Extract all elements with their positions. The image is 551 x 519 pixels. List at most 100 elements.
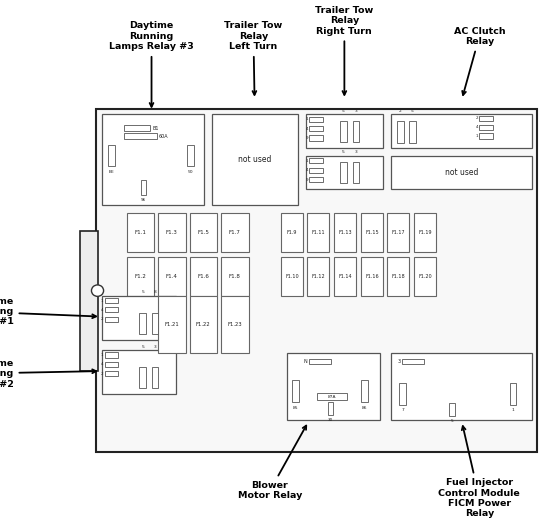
Text: 5: 5	[342, 150, 345, 154]
Text: 2: 2	[399, 108, 401, 113]
Text: F1.6: F1.6	[197, 274, 209, 279]
Bar	[152, 367, 158, 388]
Bar	[127, 213, 154, 252]
Bar	[399, 383, 406, 405]
Bar	[328, 402, 333, 415]
Bar	[221, 296, 249, 353]
Bar	[353, 162, 359, 183]
Text: 2: 2	[101, 317, 104, 321]
Text: 3: 3	[398, 359, 401, 364]
Text: F1.17: F1.17	[392, 230, 405, 235]
Bar	[409, 121, 416, 143]
Text: F1.16: F1.16	[365, 274, 379, 279]
Bar	[102, 296, 176, 340]
Text: 3: 3	[355, 108, 357, 113]
Bar	[102, 350, 176, 394]
Bar	[105, 371, 118, 376]
Text: N: N	[304, 359, 307, 364]
Text: Daytime
Running
Lamps Relay #3: Daytime Running Lamps Relay #3	[109, 21, 194, 107]
Bar	[361, 213, 383, 252]
Bar	[309, 117, 323, 122]
Bar	[80, 231, 98, 371]
Text: Blower
Motor Relay: Blower Motor Relay	[238, 426, 306, 500]
Bar	[221, 257, 249, 296]
Bar	[479, 116, 493, 121]
Text: F1.14: F1.14	[339, 274, 352, 279]
Bar	[307, 257, 329, 296]
Bar	[105, 362, 118, 367]
Text: 96: 96	[141, 198, 146, 202]
Bar	[221, 213, 249, 252]
Bar	[307, 213, 329, 252]
Bar	[317, 393, 347, 400]
Text: 86: 86	[361, 406, 367, 410]
Text: 2: 2	[101, 372, 104, 376]
Text: F1.12: F1.12	[312, 274, 325, 279]
Text: 9: 9	[305, 136, 308, 140]
Text: not used: not used	[238, 155, 272, 164]
Bar	[212, 114, 298, 205]
Text: Fuel Injector
Control Module
FICM Power
Relay: Fuel Injector Control Module FICM Power …	[439, 426, 520, 518]
Bar	[309, 126, 323, 131]
Text: 1: 1	[305, 159, 308, 163]
Bar	[309, 177, 323, 182]
Text: 4: 4	[305, 127, 308, 131]
Text: 1: 1	[512, 408, 514, 413]
Bar	[127, 257, 154, 296]
Bar	[340, 121, 347, 142]
Text: F1.3: F1.3	[166, 230, 178, 235]
Text: Daytime
Running
Lamps Relay #1: Daytime Running Lamps Relay #1	[0, 296, 96, 326]
Bar	[391, 156, 532, 189]
Text: 5: 5	[141, 345, 144, 349]
Text: 3: 3	[154, 345, 156, 349]
Bar	[292, 380, 299, 402]
Bar	[361, 257, 383, 296]
Bar	[124, 133, 157, 139]
Bar	[306, 156, 383, 189]
Bar	[387, 257, 409, 296]
Bar	[361, 380, 368, 402]
Text: F1.4: F1.4	[166, 274, 178, 279]
Bar	[391, 114, 532, 148]
Bar	[158, 296, 186, 353]
Bar	[334, 213, 356, 252]
Bar	[190, 213, 217, 252]
Text: 4: 4	[305, 168, 308, 172]
Text: F1.11: F1.11	[312, 230, 325, 235]
Bar	[309, 158, 323, 163]
Text: F1.22: F1.22	[196, 322, 210, 327]
Text: 5: 5	[141, 290, 144, 294]
Bar	[141, 180, 146, 195]
Text: F1.21: F1.21	[165, 322, 179, 327]
Text: F1.15: F1.15	[365, 230, 379, 235]
Text: F1.13: F1.13	[339, 230, 352, 235]
Bar	[397, 121, 404, 143]
Bar	[414, 257, 436, 296]
Bar	[387, 213, 409, 252]
Bar	[158, 257, 186, 296]
Text: F1.5: F1.5	[197, 230, 209, 235]
Text: F1.10: F1.10	[285, 274, 299, 279]
Text: 1: 1	[476, 134, 478, 138]
Bar	[414, 213, 436, 252]
Text: F1.20: F1.20	[419, 274, 432, 279]
Text: 7: 7	[402, 408, 404, 413]
Text: F1.23: F1.23	[228, 322, 242, 327]
Text: 1: 1	[101, 298, 104, 303]
Text: 5: 5	[410, 108, 414, 113]
Text: AC Clutch
Relay: AC Clutch Relay	[453, 26, 505, 95]
Bar	[105, 352, 118, 358]
Bar	[391, 353, 532, 420]
Text: F1.18: F1.18	[392, 274, 405, 279]
Bar	[139, 313, 146, 334]
Text: 4: 4	[476, 125, 478, 129]
Text: F1.1: F1.1	[134, 230, 147, 235]
Bar	[187, 145, 194, 166]
Bar	[281, 257, 303, 296]
Text: BE: BE	[109, 170, 114, 174]
Bar	[287, 353, 380, 420]
Text: 50: 50	[188, 170, 193, 174]
Text: 4: 4	[101, 308, 104, 312]
Text: 3: 3	[355, 150, 357, 154]
Bar	[306, 114, 383, 148]
